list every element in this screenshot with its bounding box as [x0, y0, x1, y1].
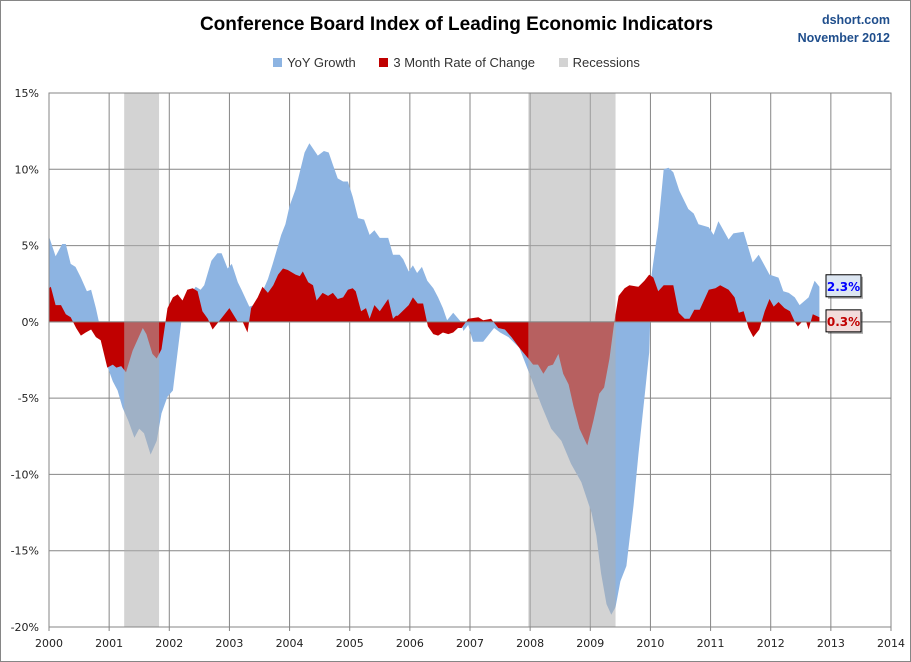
source-block: dshort.com November 2012 [798, 11, 890, 47]
series-area-3-month-rate [49, 268, 820, 446]
legend-swatch-recessions [558, 58, 568, 67]
x-tick-label: 2004 [276, 637, 304, 650]
y-tick-label: 0% [22, 316, 39, 329]
yoy-end-label-box [825, 274, 862, 298]
y-tick-label: -5% [18, 392, 39, 405]
plot-frame [48, 92, 892, 628]
chart-title: Conference Board Index of Leading Econom… [199, 14, 714, 35]
x-tick-label: 2011 [697, 637, 725, 650]
x-tick-label: 2002 [155, 637, 183, 650]
x-tick-label: 2009 [576, 637, 604, 650]
legend-label: 3 Month Rate of Change [393, 55, 536, 70]
y-tick-label: 15% [15, 87, 39, 100]
x-tick-label: 2008 [516, 637, 544, 650]
x-tick-label: 2006 [396, 637, 424, 650]
legend-label: Recessions [572, 55, 640, 70]
y-tick-label: 10% [15, 163, 39, 176]
legend-swatch-3m [379, 58, 389, 67]
recession-band [124, 93, 160, 627]
legend-swatch-yoy [273, 58, 283, 67]
x-tick-label: 2000 [35, 637, 63, 650]
rate3m-end-label: 0.3% [827, 315, 860, 329]
source-label: dshort.com [821, 13, 890, 27]
yoy-end-label: 2.3% [827, 280, 860, 294]
y-tick-label: 5% [22, 240, 39, 253]
legend-item-recessions: Recessions [558, 55, 640, 70]
y-tick-label: -15% [11, 545, 39, 558]
series-area-yoy-growth [49, 143, 820, 615]
y-tick-label: -20% [11, 621, 39, 634]
legend-label: YoY Growth [287, 55, 356, 70]
legend: YoY Growth 3 Month Rate of Change Recess… [1, 55, 910, 70]
legend-item-yoy: YoY Growth [273, 55, 356, 70]
x-tick-label: 2014 [877, 637, 905, 650]
rate3m-end-label-box [825, 309, 862, 333]
y-tick-label: -10% [11, 468, 39, 481]
x-tick-label: 2010 [636, 637, 664, 650]
recession-band [528, 93, 616, 627]
date-label: November 2012 [797, 31, 890, 45]
x-tick-label: 2013 [817, 637, 845, 650]
legend-item-3m: 3 Month Rate of Change [379, 55, 535, 70]
x-tick-label: 2005 [336, 637, 364, 650]
x-tick-label: 2012 [757, 637, 785, 650]
x-tick-label: 2007 [456, 637, 484, 650]
x-tick-label: 2003 [215, 637, 243, 650]
x-tick-label: 2001 [95, 637, 123, 650]
